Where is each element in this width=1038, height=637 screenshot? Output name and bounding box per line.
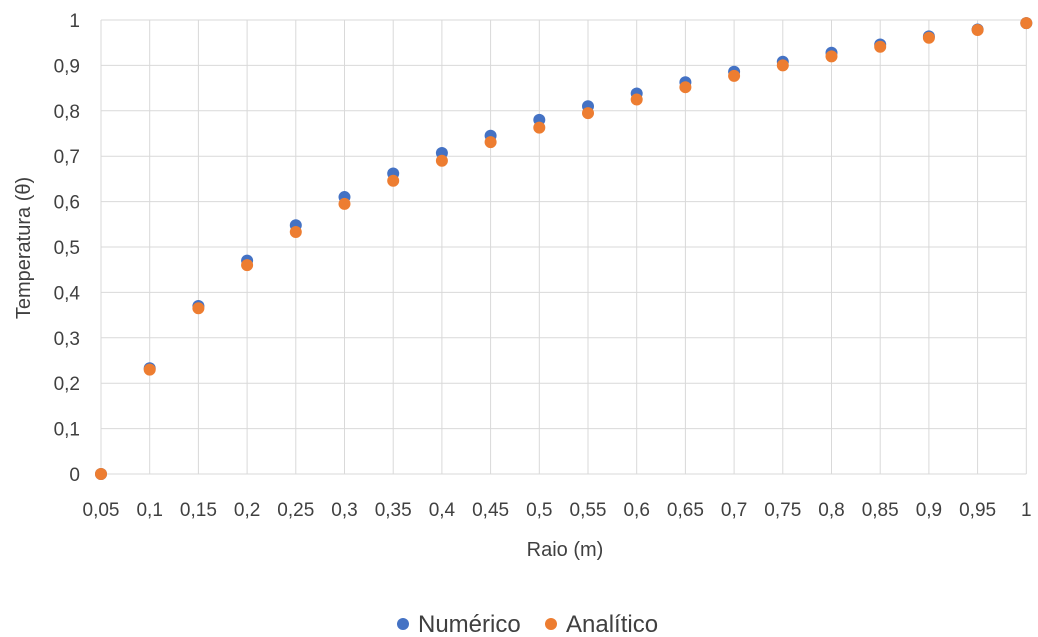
point-analitico bbox=[630, 93, 643, 106]
y-tick-label: 0,7 bbox=[54, 147, 80, 168]
y-tick-label: 0,2 bbox=[54, 374, 80, 395]
x-axis-title: Raio (m) bbox=[527, 539, 604, 561]
x-tick-label: 0,5 bbox=[526, 500, 552, 521]
x-tick-label: 0,75 bbox=[764, 500, 801, 521]
y-axis-title: Temperatura (θ) bbox=[13, 177, 35, 319]
point-analitico bbox=[776, 59, 789, 72]
x-tick-label: 0,4 bbox=[429, 500, 456, 521]
point-analitico bbox=[241, 259, 254, 272]
point-analitico bbox=[582, 107, 594, 120]
x-tick-label: 0,35 bbox=[375, 500, 412, 521]
x-tick-label: 0,95 bbox=[959, 500, 996, 521]
point-analitico bbox=[679, 81, 692, 94]
point-analitico bbox=[1020, 17, 1033, 30]
point-analitico bbox=[143, 363, 156, 376]
x-tick-label: 0,05 bbox=[83, 500, 120, 521]
point-analitico bbox=[728, 69, 741, 82]
x-tick-label: 0,9 bbox=[916, 500, 942, 521]
y-tick-label: 0,6 bbox=[54, 193, 80, 214]
point-analitico bbox=[484, 136, 497, 149]
legend-label-numerico: Numérico bbox=[418, 611, 521, 637]
x-tick-label: 0,85 bbox=[862, 500, 899, 521]
point-analitico bbox=[874, 40, 887, 53]
point-analitico bbox=[922, 31, 935, 44]
x-tick-label: 0,25 bbox=[277, 500, 314, 521]
point-analitico bbox=[971, 23, 984, 36]
x-tick-label: 1 bbox=[1021, 500, 1032, 521]
y-axis-ticks: 0 0,1 0,2 0,3 0,4 0,5 0,6 0,7 0,8 0,9 1 bbox=[54, 11, 81, 486]
point-analitico bbox=[192, 302, 205, 315]
x-tick-label: 0,45 bbox=[472, 500, 509, 521]
x-tick-label: 0,1 bbox=[136, 500, 162, 521]
x-axis-ticks: 0,05 0,1 0,15 0,2 0,25 0,3 0,35 0,4 0,45 0,5 0,55 0… bbox=[83, 500, 1032, 521]
point-analitico bbox=[825, 50, 838, 63]
x-tick-label: 0,3 bbox=[331, 500, 357, 521]
legend-marker-numerico bbox=[397, 618, 409, 630]
x-tick-label: 0,2 bbox=[234, 500, 260, 521]
y-tick-label: 0,5 bbox=[54, 238, 80, 259]
x-tick-label: 0,7 bbox=[721, 500, 747, 521]
point-analitico bbox=[338, 197, 351, 210]
point-analitico bbox=[289, 226, 302, 239]
point-analitico bbox=[533, 121, 546, 134]
data-points bbox=[95, 17, 1033, 480]
x-tick-label: 0,8 bbox=[818, 500, 844, 521]
gridlines bbox=[100, 19, 1027, 475]
y-tick-label: 1 bbox=[69, 11, 80, 32]
y-tick-label: 0,1 bbox=[54, 420, 80, 441]
point-analitico bbox=[387, 174, 400, 187]
point-analitico bbox=[95, 468, 107, 480]
legend-label-analitico: Analítico bbox=[566, 611, 658, 637]
y-tick-label: 0,3 bbox=[54, 329, 80, 350]
y-tick-label: 0,9 bbox=[54, 56, 80, 77]
y-tick-label: 0,4 bbox=[54, 283, 81, 304]
legend-marker-analitico bbox=[545, 618, 557, 630]
x-tick-label: 0,65 bbox=[667, 500, 704, 521]
x-tick-label: 0,15 bbox=[180, 500, 217, 521]
x-tick-label: 0,6 bbox=[623, 500, 649, 521]
point-analitico bbox=[435, 154, 448, 167]
y-tick-label: 0,8 bbox=[54, 102, 80, 123]
x-tick-label: 0,55 bbox=[570, 500, 607, 521]
legend: Numérico Analítico bbox=[397, 611, 658, 637]
y-tick-label: 0 bbox=[69, 465, 80, 486]
